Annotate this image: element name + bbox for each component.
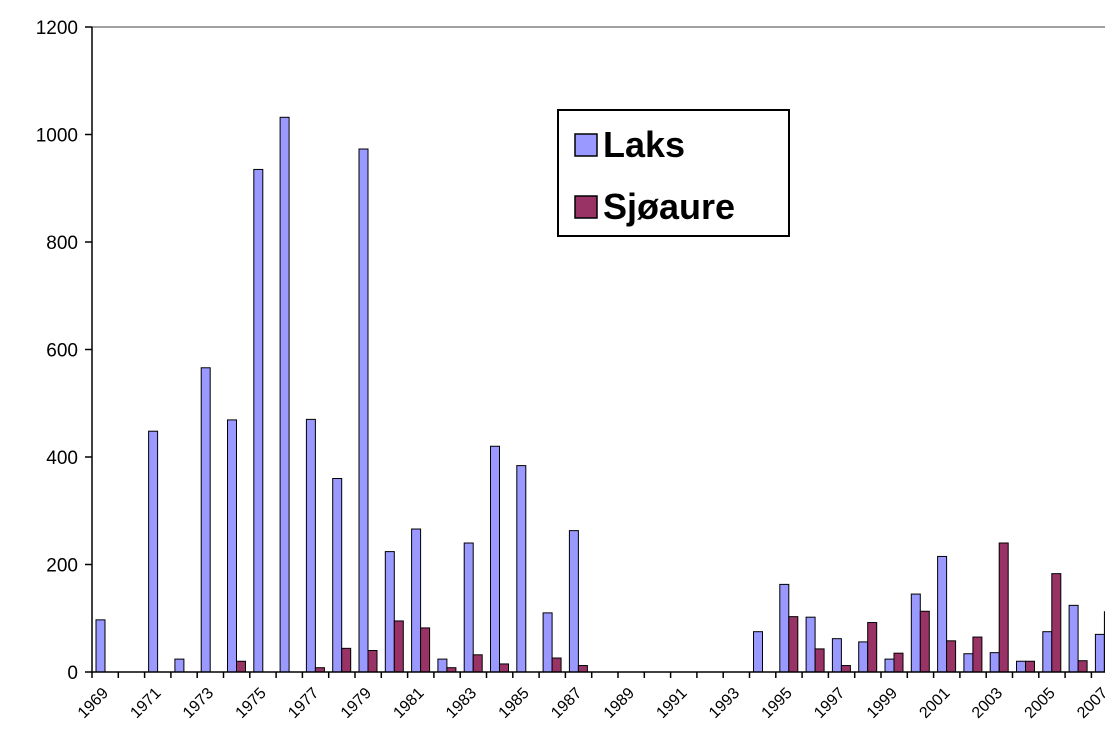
bar (227, 419, 237, 673)
y-tick-label: 600 (46, 341, 78, 362)
bar (972, 636, 983, 673)
legend-label: Sjøaure (603, 186, 735, 227)
bar (516, 465, 527, 673)
bar (805, 616, 816, 673)
bar (577, 665, 588, 673)
bar (963, 653, 974, 673)
bar (1094, 633, 1105, 673)
bar (236, 660, 246, 673)
x-tick-label: 1993 (706, 685, 743, 722)
bar (420, 627, 431, 673)
bar (989, 652, 1000, 673)
x-tick-label: 1979 (338, 685, 375, 722)
x-tick-label: 1983 (443, 685, 480, 722)
legend: Laks Sjøaure (557, 109, 790, 237)
x-tick-label: 1975 (233, 685, 270, 722)
bar (1077, 660, 1088, 673)
y-tick-label: 200 (46, 556, 78, 577)
bar (1068, 604, 1079, 673)
bar (1042, 631, 1053, 673)
x-tick-label: 1987 (548, 685, 585, 722)
bar (998, 542, 1009, 673)
bar (384, 551, 395, 673)
bar (279, 116, 290, 673)
bar (148, 430, 159, 673)
x-tick-label: 1997 (811, 685, 848, 722)
x-tick-label: 1969 (75, 685, 112, 722)
bar (1016, 660, 1026, 673)
legend-swatch (574, 195, 598, 219)
bar (95, 619, 106, 673)
bar (910, 593, 921, 673)
x-tick-label: 1973 (180, 685, 217, 722)
bar (437, 658, 448, 673)
x-tick-label: 2003 (969, 685, 1006, 722)
bar (884, 658, 895, 673)
bar (253, 168, 264, 673)
bar (814, 648, 825, 673)
bar (411, 528, 422, 673)
bar (858, 641, 869, 673)
bar (753, 631, 763, 673)
x-tick-label: 1989 (601, 685, 638, 722)
bar (919, 610, 930, 673)
bar (490, 445, 500, 673)
bar (542, 612, 553, 673)
bar (568, 530, 579, 673)
y-tick-label: 800 (46, 233, 78, 254)
bar (174, 658, 185, 673)
bar (1025, 660, 1035, 673)
bar (788, 616, 799, 673)
bar (341, 647, 352, 673)
y-tick-label: 400 (46, 448, 78, 469)
bar (393, 620, 404, 673)
bar (499, 663, 509, 673)
x-tick-label: 1981 (390, 685, 427, 722)
y-tick-label: 1200 (36, 18, 78, 39)
bar (1051, 573, 1062, 673)
bar (358, 148, 369, 673)
x-tick-label: 2007 (1074, 685, 1105, 722)
x-tick-label: 1999 (864, 685, 901, 722)
legend-label: Laks (603, 124, 685, 165)
bar (893, 652, 904, 673)
bar (305, 418, 316, 673)
x-tick-label: 1977 (285, 685, 322, 722)
bar (946, 640, 957, 673)
bar (551, 657, 562, 673)
bar (831, 638, 842, 673)
x-tick-label: 1971 (127, 685, 164, 722)
x-tick-label: 1985 (496, 685, 533, 722)
x-tick-label: 1991 (653, 685, 690, 722)
bar (200, 367, 211, 673)
bar (332, 478, 343, 673)
bar (867, 622, 878, 673)
bar (779, 583, 790, 673)
bar (367, 650, 378, 673)
bar (463, 542, 474, 673)
x-tick-label: 1995 (759, 685, 796, 722)
bar (472, 654, 483, 673)
bar (937, 555, 948, 673)
bar (840, 665, 851, 673)
x-tick-label: 2001 (916, 685, 953, 722)
legend-swatch (574, 133, 598, 157)
y-tick-label: 1000 (36, 126, 78, 147)
y-tick-label: 0 (67, 663, 78, 684)
x-tick-label: 2005 (1022, 685, 1059, 722)
